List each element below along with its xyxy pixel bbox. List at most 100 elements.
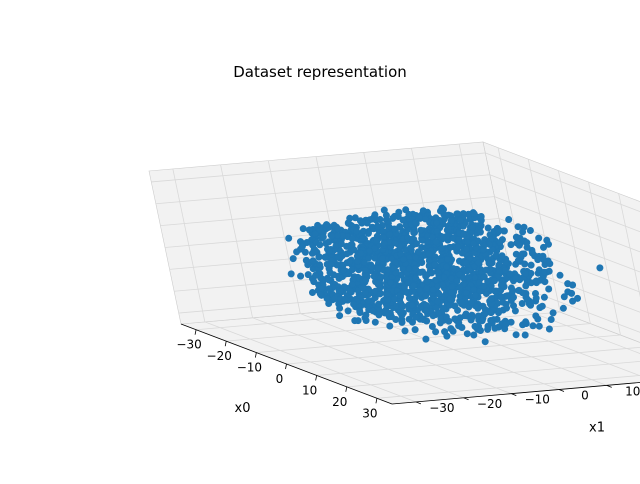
data-point xyxy=(391,239,399,247)
data-point xyxy=(346,257,354,265)
x-tick xyxy=(224,341,227,347)
x-tick-label: 0 xyxy=(276,372,284,386)
data-point xyxy=(429,312,437,320)
data-point xyxy=(293,248,301,256)
data-point xyxy=(485,259,493,267)
data-point xyxy=(384,266,392,274)
x-tick-label: −20 xyxy=(207,349,232,363)
data-point xyxy=(315,261,323,269)
data-point xyxy=(439,280,447,288)
data-point xyxy=(373,237,381,245)
grid-line xyxy=(489,174,640,233)
data-point xyxy=(371,211,379,219)
data-point xyxy=(496,239,504,247)
data-point xyxy=(356,307,364,315)
data-point xyxy=(495,261,503,269)
grid-line xyxy=(491,296,640,354)
data-point xyxy=(447,217,455,225)
data-point xyxy=(518,299,526,307)
data-point xyxy=(321,253,329,261)
data-point xyxy=(377,273,385,281)
data-point xyxy=(336,312,344,320)
data-point xyxy=(462,245,470,253)
data-point xyxy=(534,256,542,264)
data-point xyxy=(445,225,453,233)
data-point xyxy=(456,283,464,291)
data-point xyxy=(325,276,333,284)
data-point xyxy=(475,279,483,287)
data-point xyxy=(415,213,423,221)
data-point xyxy=(297,272,305,280)
data-point xyxy=(521,331,529,339)
data-point xyxy=(361,266,369,274)
data-point xyxy=(481,338,489,346)
data-point xyxy=(432,238,440,246)
data-point xyxy=(319,233,327,241)
data-point xyxy=(362,276,370,284)
data-point xyxy=(492,252,500,260)
data-point xyxy=(440,215,448,223)
tick-marks xyxy=(194,329,612,405)
data-point xyxy=(454,306,462,314)
data-point xyxy=(412,254,420,262)
data-point xyxy=(456,216,464,224)
y-tick-label: −30 xyxy=(429,401,454,415)
y-tick-label: 10 xyxy=(625,384,640,398)
data-point xyxy=(449,265,457,273)
data-point xyxy=(478,317,486,325)
x-tick-label: −30 xyxy=(176,338,201,352)
data-point xyxy=(467,316,475,324)
data-point xyxy=(436,207,444,215)
y-tick-label: −20 xyxy=(477,397,502,411)
data-point xyxy=(327,260,335,268)
data-point xyxy=(470,331,478,339)
data-point xyxy=(429,286,437,294)
data-point xyxy=(309,257,317,265)
data-point xyxy=(540,268,548,276)
data-point xyxy=(560,293,568,301)
data-point xyxy=(505,216,513,224)
data-point xyxy=(402,206,410,214)
data-point xyxy=(491,324,499,332)
data-point xyxy=(515,241,523,249)
data-point xyxy=(477,213,485,221)
data-point xyxy=(330,271,338,279)
data-point xyxy=(337,287,345,295)
data-point xyxy=(412,240,420,248)
data-point xyxy=(468,299,476,307)
data-point xyxy=(408,318,416,326)
data-point xyxy=(325,299,333,307)
data-point xyxy=(559,304,567,312)
data-point xyxy=(428,269,436,277)
grid-line xyxy=(151,152,486,183)
data-point xyxy=(326,247,334,255)
data-point xyxy=(390,225,398,233)
data-point xyxy=(316,241,324,249)
data-point xyxy=(535,234,543,242)
data-point xyxy=(367,263,375,271)
data-point xyxy=(371,254,379,262)
data-point xyxy=(311,230,319,238)
data-point xyxy=(396,308,404,316)
data-point xyxy=(523,239,531,247)
y-tick-label: 0 xyxy=(581,389,589,403)
data-point xyxy=(484,325,492,333)
grid-line xyxy=(346,360,640,388)
data-point xyxy=(414,248,422,256)
data-point xyxy=(354,257,362,265)
data-point xyxy=(379,233,387,241)
data-point xyxy=(526,227,534,235)
y-tick xyxy=(463,397,469,401)
data-point xyxy=(328,232,336,240)
data-point xyxy=(447,288,455,296)
data-point xyxy=(564,288,572,296)
data-point xyxy=(515,286,523,294)
grid-line xyxy=(395,304,607,386)
data-point xyxy=(497,293,505,301)
data-point xyxy=(494,228,502,236)
x-tick xyxy=(194,329,197,335)
data-point xyxy=(334,253,342,261)
data-point xyxy=(502,304,510,312)
data-point xyxy=(540,293,548,301)
data-point xyxy=(412,313,420,321)
